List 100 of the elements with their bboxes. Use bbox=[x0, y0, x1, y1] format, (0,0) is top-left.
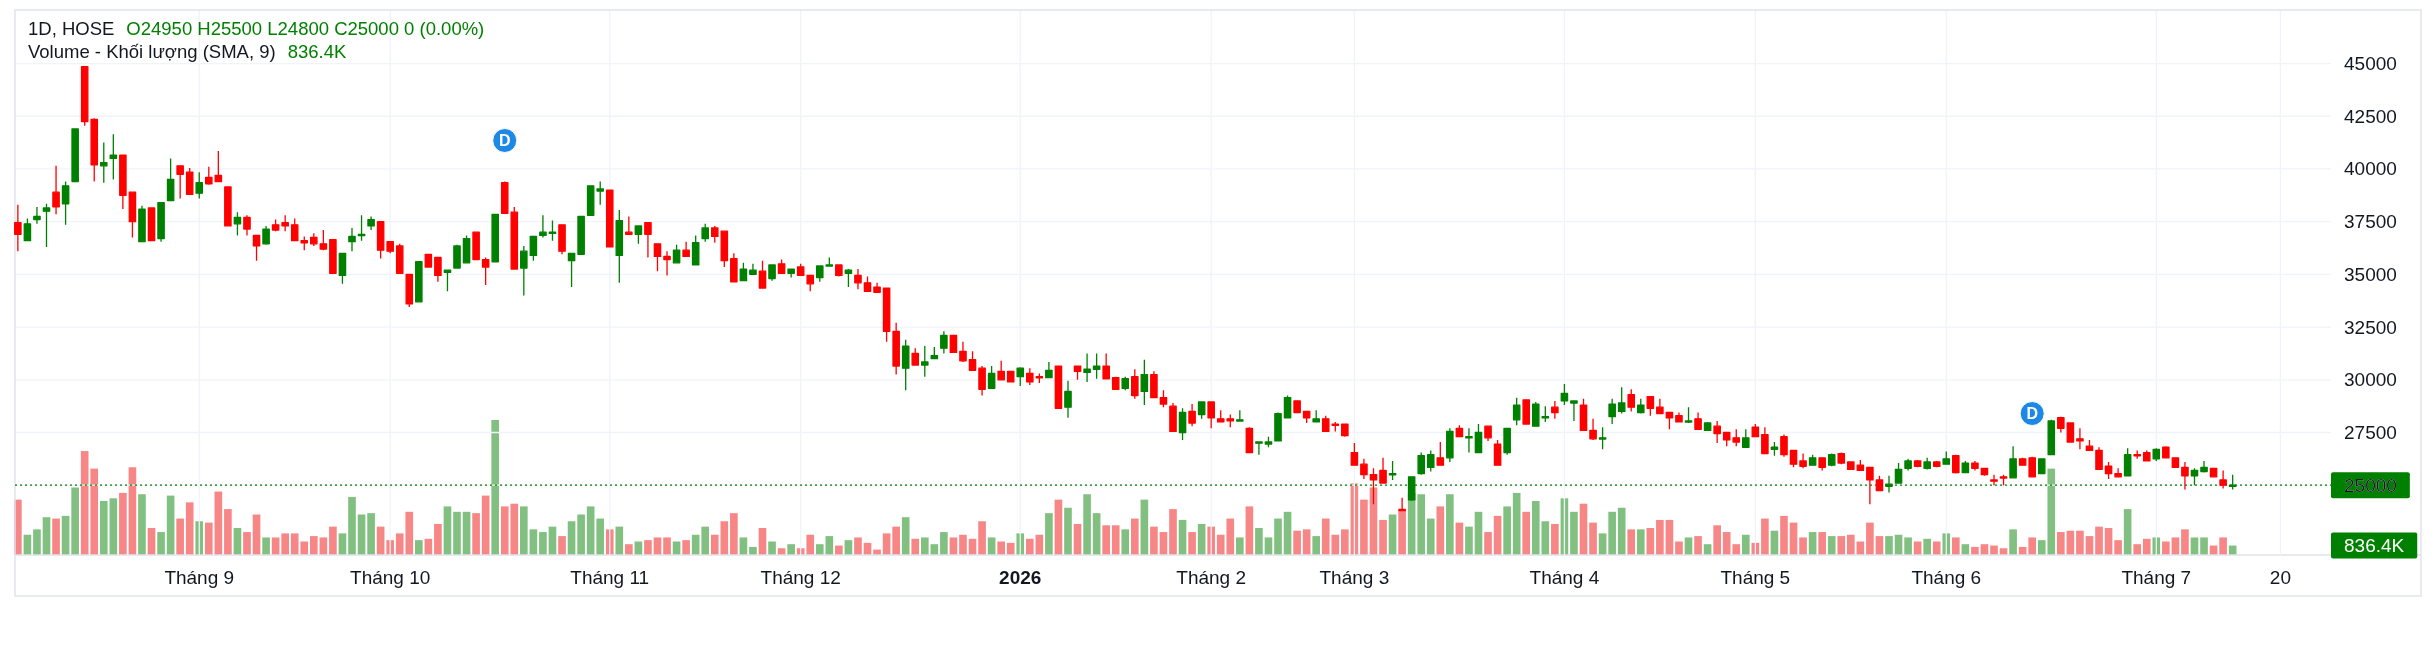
candlestick bbox=[1971, 460, 1979, 472]
bar bbox=[1904, 537, 1912, 555]
candlestick bbox=[1493, 439, 1502, 466]
candlestick bbox=[1703, 421, 1712, 432]
candlestick bbox=[1197, 401, 1206, 420]
candlestick bbox=[424, 253, 433, 268]
candlestick bbox=[99, 141, 108, 184]
bar bbox=[1245, 506, 1254, 555]
candlestick bbox=[1999, 474, 2008, 486]
bar bbox=[920, 537, 929, 555]
candlestick bbox=[2037, 458, 2046, 475]
bar bbox=[157, 532, 165, 555]
x-tick-label: Tháng 9 bbox=[164, 567, 235, 588]
candlestick bbox=[1932, 460, 1941, 468]
candlestick bbox=[1875, 475, 1884, 492]
bar bbox=[443, 506, 452, 555]
candlestick bbox=[71, 128, 79, 183]
candlestick bbox=[367, 215, 375, 231]
candlestick bbox=[1952, 453, 1960, 475]
y-tick-label: 35000 bbox=[2344, 263, 2397, 285]
candlestick bbox=[310, 232, 318, 247]
bar bbox=[281, 533, 289, 555]
bar bbox=[2200, 537, 2208, 555]
candlestick bbox=[682, 241, 690, 258]
candlestick bbox=[1283, 394, 1292, 419]
candlestick bbox=[386, 241, 394, 254]
candlestick bbox=[1913, 459, 1922, 468]
bar bbox=[577, 514, 585, 555]
candlestick bbox=[224, 186, 232, 227]
bar bbox=[558, 536, 566, 555]
candlestick bbox=[2181, 461, 2189, 491]
candlestick bbox=[997, 360, 1005, 381]
candlestick bbox=[395, 243, 404, 274]
candlestick bbox=[2057, 416, 2065, 434]
candlestick bbox=[1617, 386, 1626, 415]
bar bbox=[1503, 506, 1511, 555]
candlestick bbox=[806, 274, 815, 292]
candlestick bbox=[252, 234, 261, 262]
candlestick bbox=[1856, 459, 1865, 472]
candlestick bbox=[1016, 366, 1025, 387]
candlestick bbox=[2171, 457, 2180, 468]
candlestick bbox=[1789, 449, 1798, 468]
candlestick bbox=[1111, 375, 1120, 390]
bar bbox=[1417, 494, 1426, 555]
bar bbox=[195, 521, 204, 555]
bar bbox=[1551, 523, 1559, 555]
candlestick bbox=[1035, 372, 1044, 384]
candlestick bbox=[968, 350, 977, 371]
bar bbox=[491, 420, 500, 555]
bar bbox=[1971, 546, 1979, 555]
candlestick bbox=[1073, 365, 1082, 381]
candlestick bbox=[1121, 375, 1130, 391]
candlestick bbox=[2219, 469, 2227, 490]
candlestick bbox=[1083, 352, 1091, 383]
candlestick bbox=[1178, 407, 1187, 441]
candlestick bbox=[529, 235, 538, 262]
bar bbox=[348, 496, 356, 555]
bar bbox=[262, 537, 270, 555]
bar bbox=[1694, 536, 1702, 555]
bar bbox=[1102, 525, 1110, 555]
candlestick bbox=[1531, 401, 1540, 427]
bar bbox=[2095, 526, 2103, 555]
candlestick bbox=[625, 215, 633, 235]
bar bbox=[1675, 541, 1683, 555]
bar bbox=[434, 523, 442, 555]
candlestick bbox=[691, 234, 700, 266]
candlestick bbox=[787, 268, 795, 279]
bar bbox=[1312, 536, 1321, 555]
candlestick bbox=[1417, 451, 1426, 476]
bar bbox=[415, 540, 423, 555]
candlestick bbox=[1636, 398, 1645, 415]
y-tick-label: 32500 bbox=[2344, 316, 2397, 338]
candlestick bbox=[42, 203, 51, 248]
candlestick bbox=[109, 133, 118, 181]
bar bbox=[204, 522, 213, 555]
candlestick bbox=[1808, 453, 1817, 466]
candlestick bbox=[1064, 380, 1072, 419]
candlestick bbox=[348, 227, 356, 252]
candlestick bbox=[577, 215, 585, 255]
candlestick bbox=[615, 209, 624, 284]
bar bbox=[1608, 511, 1616, 555]
candlestick bbox=[1350, 442, 1359, 466]
candlestick bbox=[453, 244, 461, 269]
candlestick bbox=[166, 157, 175, 202]
candlestick bbox=[1770, 441, 1779, 457]
bar bbox=[1188, 532, 1196, 555]
bar bbox=[109, 498, 118, 555]
bar bbox=[128, 467, 137, 555]
bar bbox=[2057, 532, 2065, 555]
candlestick bbox=[2200, 460, 2208, 474]
bar bbox=[99, 501, 108, 555]
bar bbox=[1484, 532, 1492, 555]
candlestick bbox=[1236, 409, 1244, 422]
candlestick bbox=[701, 223, 710, 243]
bar bbox=[1465, 526, 1473, 555]
candlestick bbox=[1551, 400, 1559, 420]
candlestick bbox=[205, 166, 213, 186]
candlestick bbox=[2152, 447, 2161, 462]
candlestick bbox=[1837, 451, 1846, 465]
candlestick bbox=[176, 165, 184, 200]
